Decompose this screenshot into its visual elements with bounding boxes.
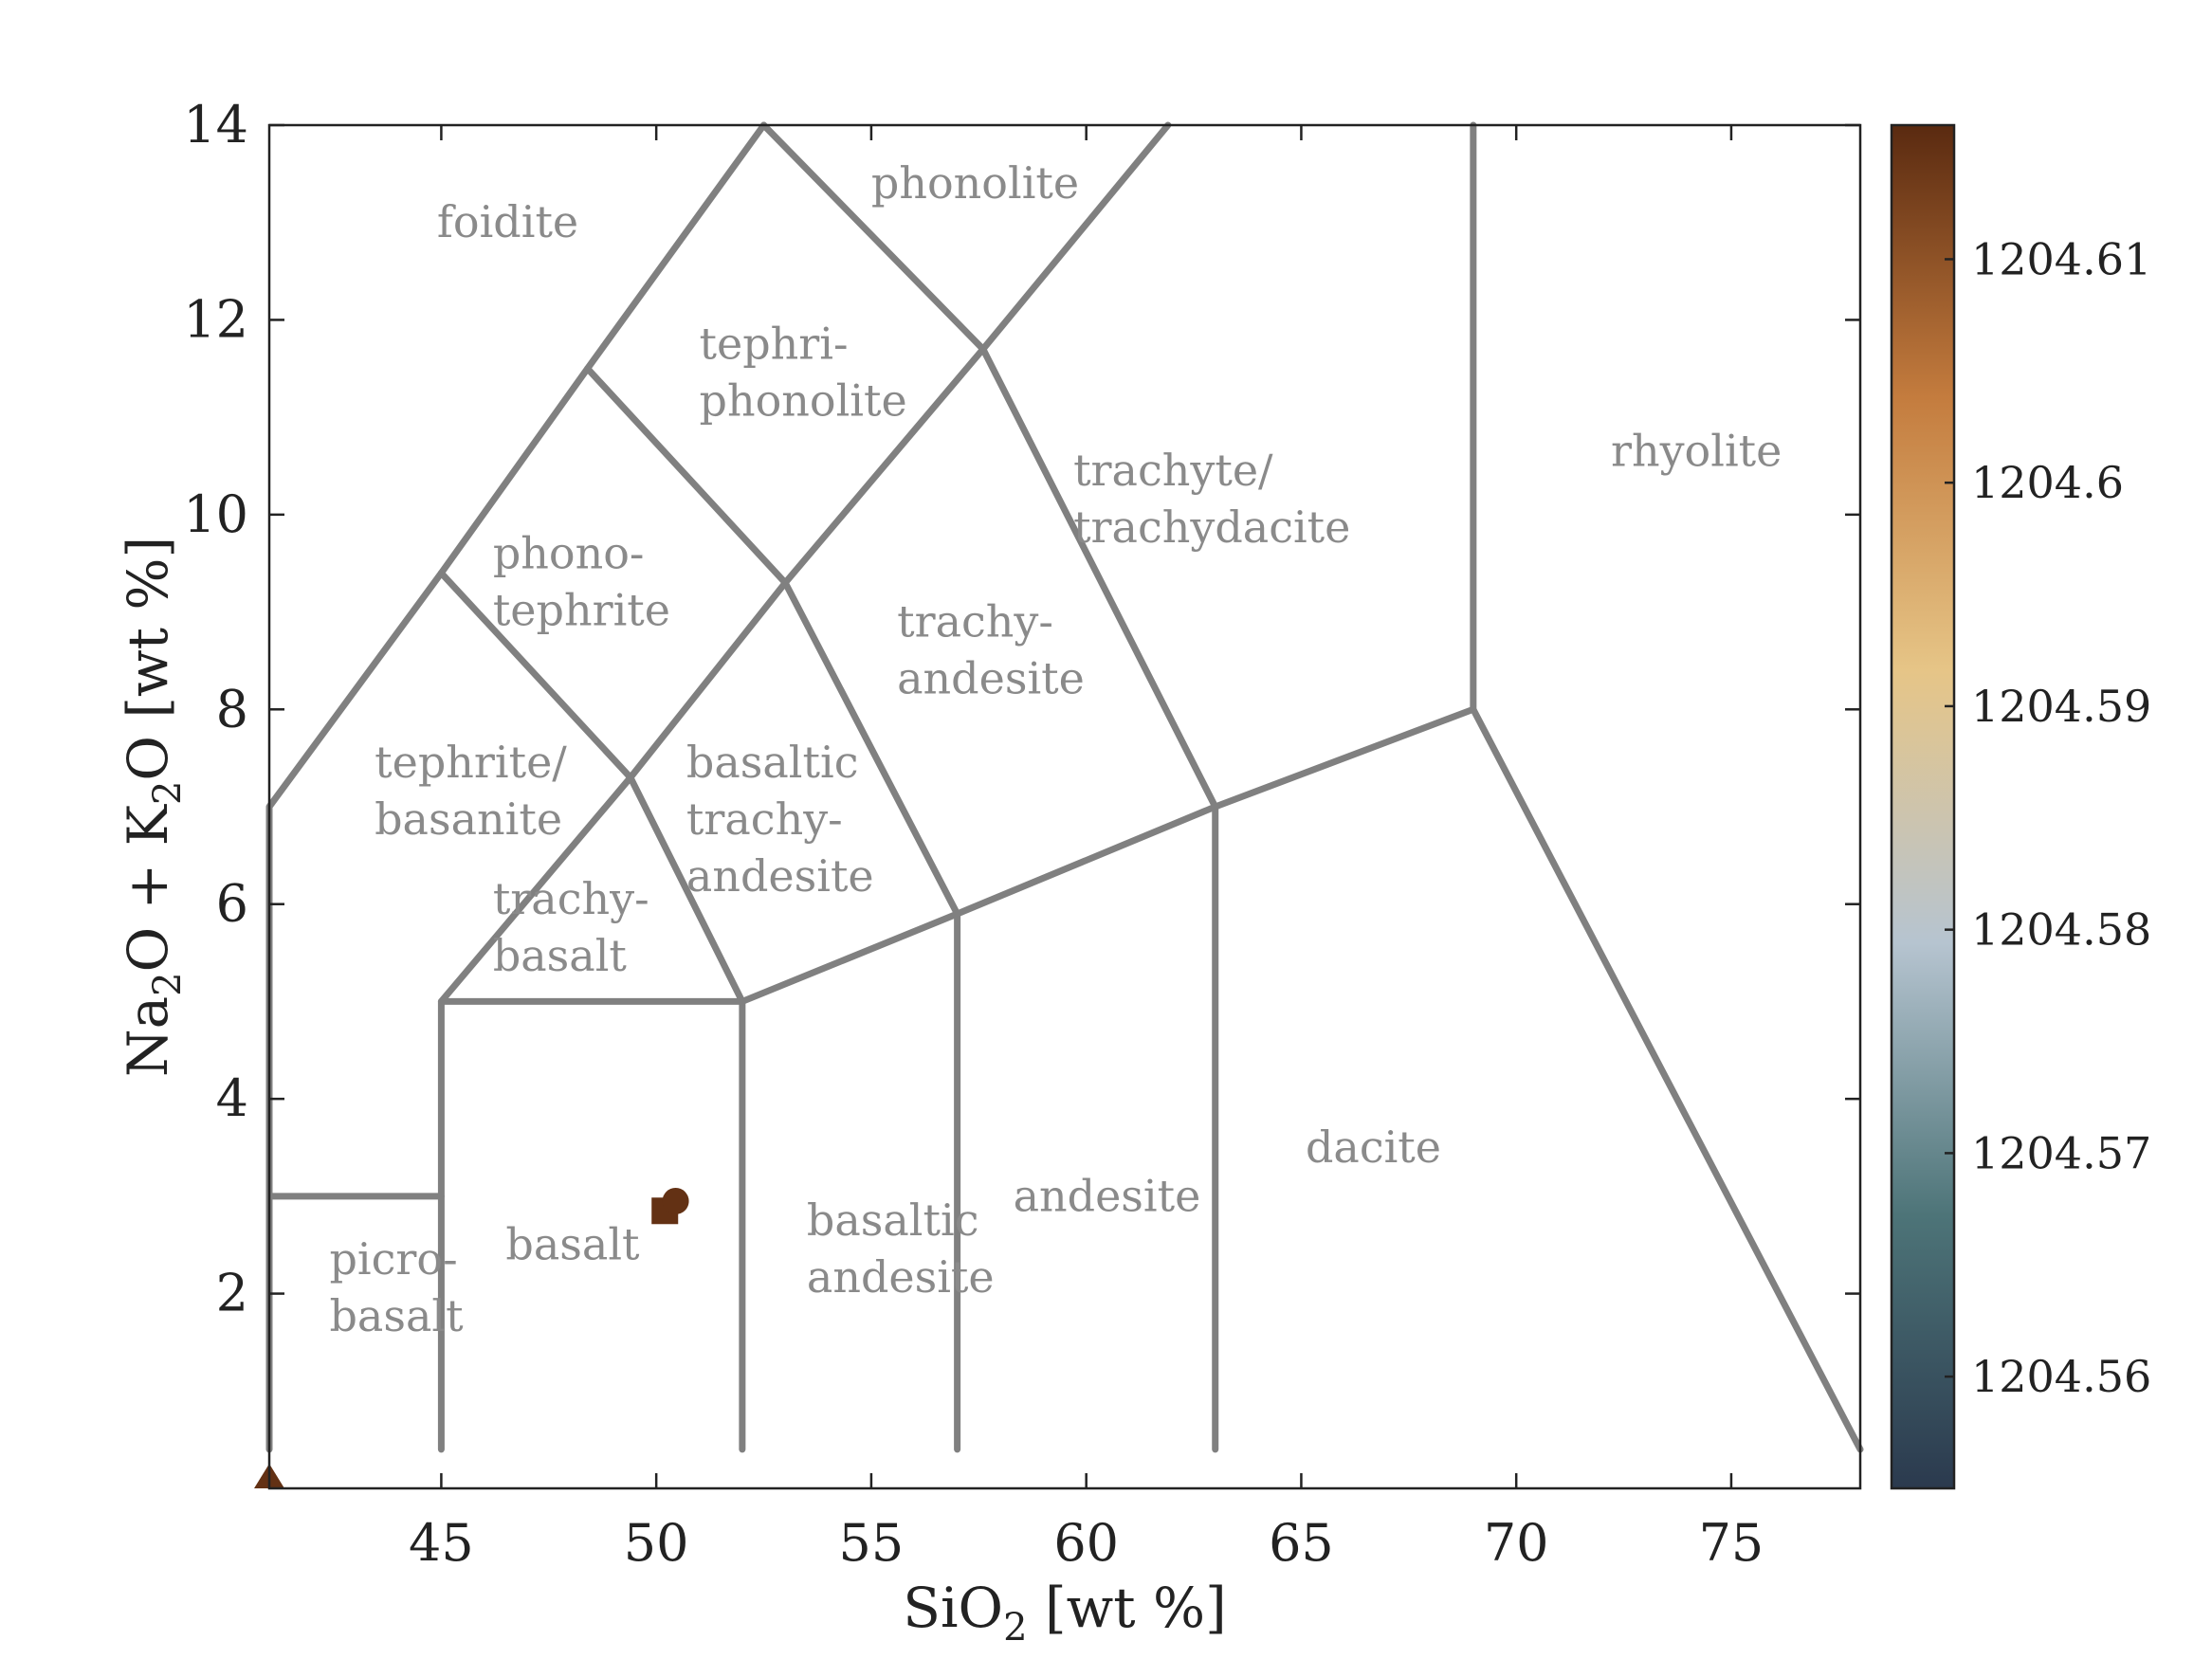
x-axis-title: SiO2 [wt %] <box>903 1576 1227 1650</box>
y-axis-title-part: 2 <box>146 972 190 995</box>
region-label-trachytetrachydacite: trachyte/trachydacite <box>1073 445 1350 553</box>
boundary-line-2 <box>437 997 746 1453</box>
y-tick-label: 6 <box>216 874 248 934</box>
region-label-tephritebasanite: tephrite/basanite <box>375 737 567 845</box>
x-tick-label: 65 <box>1269 1513 1334 1573</box>
region-label-phonotephrite: phono-tephrite <box>493 527 670 635</box>
region-label-phonolite: phonolite <box>871 157 1079 209</box>
y-axis-ticks: 2 4 6 8 10 12 14 <box>183 95 1860 1323</box>
colorbar-tick-label: 1204.61 <box>1971 233 2151 284</box>
x-tick-label: 45 <box>409 1513 474 1573</box>
y-axis-title: Na2O + K2O [wt %] <box>116 537 190 1077</box>
region-label-foidite: foidite <box>437 196 578 247</box>
x-tick-label: 75 <box>1699 1513 1764 1573</box>
x-axis-title-sub: 2 <box>1003 1606 1027 1650</box>
boundary-line-6 <box>584 365 961 1453</box>
region-label-basalt: basalt <box>505 1219 640 1270</box>
y-axis-title-part: Na <box>116 996 180 1077</box>
region-label-trachybasalt: trachy-basalt <box>493 873 649 981</box>
boundary-line-5 <box>739 705 1477 1005</box>
data-points <box>254 1187 689 1488</box>
y-tick-label: 10 <box>183 484 248 544</box>
colorbar <box>1890 123 1956 1490</box>
region-label-trachyandesite: trachy-andesite <box>897 595 1085 703</box>
boundary-line-8 <box>437 121 1172 781</box>
y-tick-label: 8 <box>216 679 248 738</box>
x-tick-label: 60 <box>1053 1513 1119 1573</box>
y-axis-title-part: O [wt %] <box>116 537 180 781</box>
boundary-line-9 <box>1470 121 1864 1453</box>
region-label-basalticandesite: basaltic andesite <box>807 1194 995 1303</box>
x-tick-label: 50 <box>624 1513 689 1573</box>
x-tick-label: 70 <box>1484 1513 1549 1573</box>
x-axis-title-main: SiO <box>903 1576 1003 1640</box>
y-tick-label: 4 <box>216 1068 248 1128</box>
x-axis-ticks: 45 50 55 60 65 70 75 <box>409 125 1764 1573</box>
y-tick-label: 2 <box>216 1264 248 1323</box>
data-point-circle <box>662 1187 689 1214</box>
region-labels: foidite phonolite tephri-phonolite phono-te… <box>329 157 1782 1341</box>
colorbar-tick-label: 1204.58 <box>1971 904 2151 956</box>
colorbar-tick-label: 1204.6 <box>1971 457 2124 508</box>
x-axis-title-rest: [wt %] <box>1028 1576 1227 1640</box>
y-tick-label: 12 <box>183 289 248 349</box>
y-axis-title-part: O + K <box>116 803 180 972</box>
region-label-tephriphonolite: tephri-phonolite <box>700 319 907 427</box>
region-label-picrobasalt: picro-basalt <box>329 1233 464 1341</box>
y-tick-label: 14 <box>183 95 248 155</box>
x-tick-label: 55 <box>839 1513 905 1573</box>
classification-boundaries <box>265 121 1864 1453</box>
colorbar-tick-label: 1204.59 <box>1971 681 2151 732</box>
colorbar-ticks: 1204.56 1204.57 1204.58 1204.59 1204.6 1204.6… <box>1945 233 2151 1402</box>
region-label-rhyolite: rhyolite <box>1611 426 1782 477</box>
plot-frame <box>267 123 1862 1490</box>
y-axis-title-part: 2 <box>146 781 190 805</box>
colorbar-tick-label: 1204.56 <box>1971 1351 2151 1402</box>
region-label-dacite: dacite <box>1306 1121 1441 1173</box>
region-label-andesite: andesite <box>1014 1170 1201 1221</box>
boundary-line-7 <box>760 121 1219 1453</box>
region-label-basaltictrachyandesite: basaltic trachy-andesite <box>686 737 874 902</box>
colorbar-tick-label: 1204.57 <box>1971 1127 2151 1178</box>
